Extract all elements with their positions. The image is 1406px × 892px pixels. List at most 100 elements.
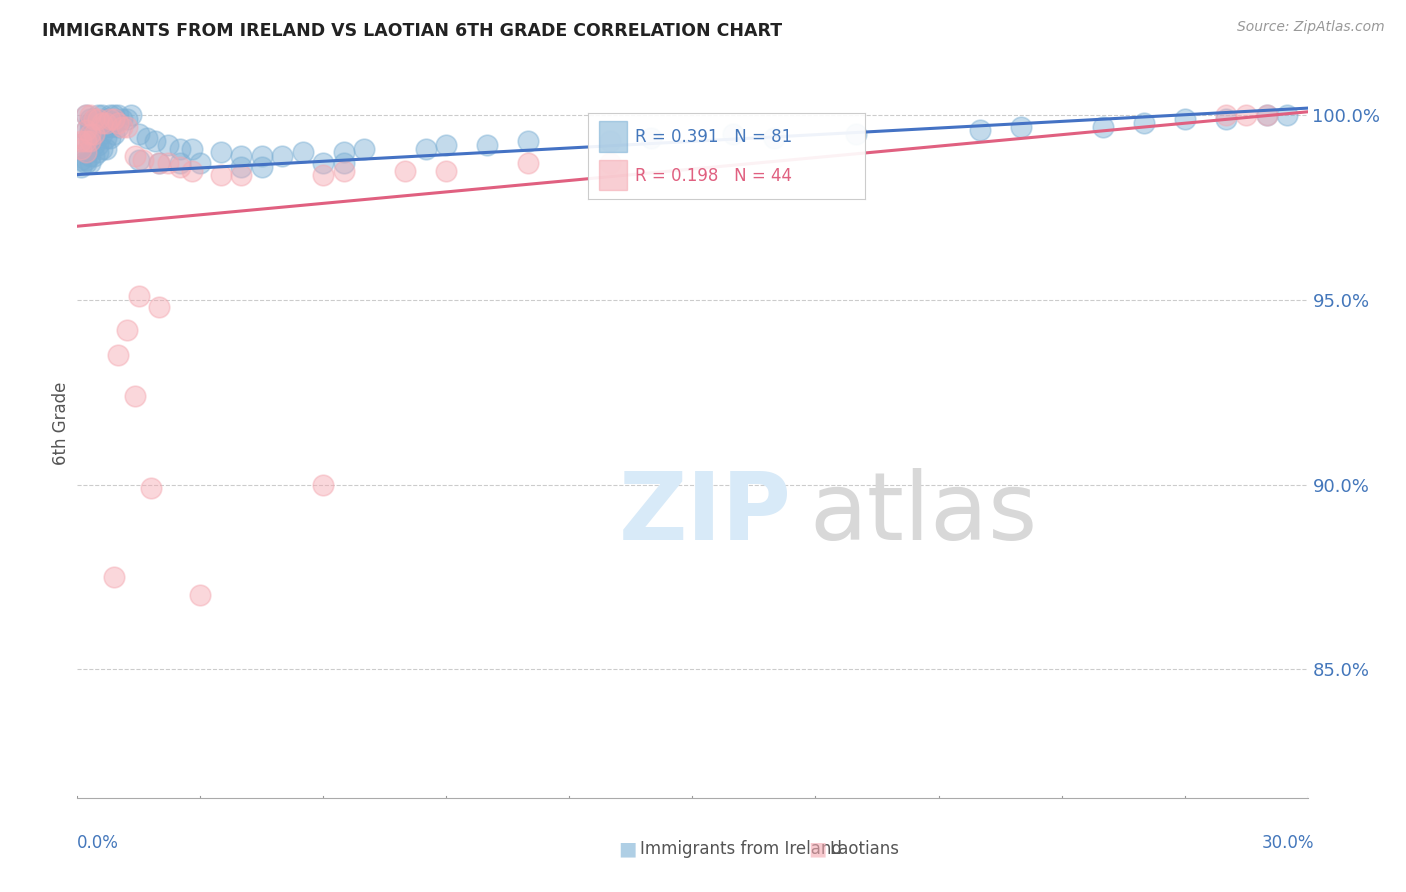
Point [83, 127, 105, 141]
Point [90, 120, 114, 134]
Point [75, 134, 97, 148]
Point [103, 570, 125, 584]
Point [90, 108, 114, 122]
Text: Immigrants from Ireland: Immigrants from Ireland [640, 840, 842, 858]
Point [763, 130, 786, 145]
Point [1234, 108, 1257, 122]
Point [79, 108, 101, 122]
Point [75, 145, 97, 160]
Point [115, 322, 138, 336]
Point [599, 134, 621, 148]
FancyBboxPatch shape [599, 121, 627, 152]
Point [1256, 108, 1278, 122]
Point [98, 120, 121, 134]
Text: ■: ■ [619, 839, 637, 859]
Text: atlas: atlas [810, 467, 1038, 559]
Point [1174, 112, 1197, 127]
Point [148, 156, 170, 170]
Point [79, 149, 101, 163]
Point [436, 138, 458, 153]
Point [477, 138, 499, 153]
Point [250, 160, 273, 174]
Point [143, 134, 166, 148]
Point [87, 123, 110, 137]
Point [94, 120, 117, 134]
Point [333, 145, 356, 160]
Point [128, 127, 150, 141]
Point [87, 138, 110, 153]
Point [79, 134, 101, 148]
Point [188, 588, 212, 602]
Point [75, 123, 97, 137]
Point [90, 127, 114, 141]
Point [103, 116, 125, 130]
Point [90, 116, 114, 130]
Point [156, 138, 179, 153]
Point [209, 145, 232, 160]
Point [87, 112, 110, 127]
Point [124, 389, 146, 403]
Point [1275, 108, 1298, 122]
Point [103, 112, 125, 127]
FancyBboxPatch shape [599, 161, 627, 190]
Point [312, 156, 335, 170]
Point [231, 149, 253, 163]
Point [1215, 108, 1237, 122]
Text: 0.0%: 0.0% [77, 834, 120, 852]
Point [83, 112, 105, 127]
Point [107, 108, 129, 122]
Point [517, 156, 540, 170]
Point [70, 153, 93, 167]
Point [107, 120, 129, 134]
Point [75, 156, 97, 170]
Point [640, 130, 662, 145]
Point [231, 160, 253, 174]
Point [94, 130, 117, 145]
Point [70, 160, 93, 174]
Text: ZIP: ZIP [619, 467, 792, 559]
Point [291, 145, 314, 160]
Point [181, 164, 204, 178]
Point [188, 156, 212, 170]
Point [1132, 116, 1154, 130]
Point [250, 149, 273, 163]
Point [312, 477, 335, 491]
Point [87, 116, 110, 130]
Text: ■: ■ [808, 839, 827, 859]
Text: Source: ZipAtlas.com: Source: ZipAtlas.com [1237, 20, 1385, 34]
Point [83, 149, 105, 163]
Text: 30.0%: 30.0% [1263, 834, 1315, 852]
Point [415, 142, 437, 156]
Point [148, 156, 170, 170]
Point [94, 112, 117, 127]
Point [136, 130, 159, 145]
Point [75, 153, 97, 167]
Point [98, 130, 121, 145]
Point [231, 168, 253, 182]
Point [333, 164, 356, 178]
Point [353, 142, 375, 156]
Point [599, 156, 621, 170]
Point [83, 138, 105, 153]
Point [128, 153, 150, 167]
Point [132, 153, 155, 167]
Point [87, 108, 110, 122]
Point [70, 134, 93, 148]
Point [75, 134, 97, 148]
Point [169, 160, 191, 174]
Point [969, 123, 991, 137]
Point [83, 112, 105, 127]
Point [79, 116, 101, 130]
Point [120, 108, 142, 122]
Point [87, 145, 110, 160]
Point [128, 289, 150, 303]
Point [98, 112, 121, 127]
Point [75, 145, 97, 160]
Point [115, 112, 138, 127]
Point [79, 112, 101, 127]
Point [271, 149, 294, 163]
Point [70, 142, 93, 156]
Point [83, 116, 105, 130]
Point [90, 142, 114, 156]
Point [141, 481, 163, 495]
